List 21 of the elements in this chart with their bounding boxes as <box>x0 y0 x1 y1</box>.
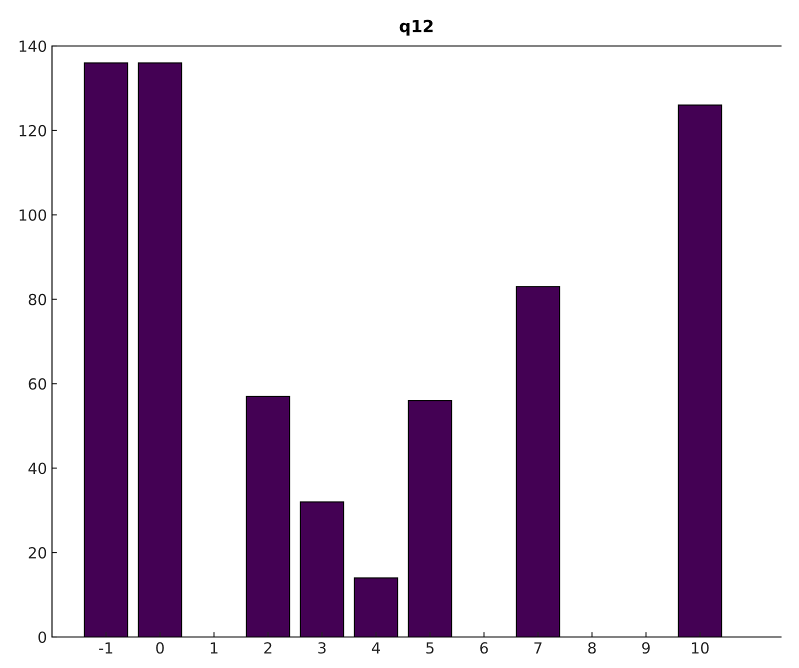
x-tick-label: 10 <box>692 642 709 654</box>
x-tick-label: -1 <box>99 642 112 654</box>
y-tick-label: 20 <box>28 547 46 559</box>
x-tick-label: 3 <box>318 642 326 654</box>
y-tick-label: 140 <box>20 40 46 52</box>
y-tick-label: 120 <box>20 124 46 136</box>
x-tick-label: 2 <box>264 642 272 654</box>
y-tick-label: 0 <box>38 631 46 644</box>
x-tick-label: 0 <box>156 642 164 654</box>
y-tick-label: 40 <box>28 462 46 474</box>
y-tick-label: 100 <box>20 209 46 221</box>
x-tick-label: 9 <box>642 642 650 654</box>
x-tick-label: 1 <box>210 642 218 654</box>
x-tick-label: 7 <box>534 642 542 654</box>
x-tick-label: 8 <box>588 642 596 654</box>
chart-title: q12 <box>400 20 433 36</box>
y-tick-label: 60 <box>28 378 46 390</box>
y-tick-label: 80 <box>28 294 46 306</box>
x-tick-label: 5 <box>426 642 434 654</box>
x-tick-label: 6 <box>480 642 488 654</box>
x-tick-label: 4 <box>372 642 380 654</box>
